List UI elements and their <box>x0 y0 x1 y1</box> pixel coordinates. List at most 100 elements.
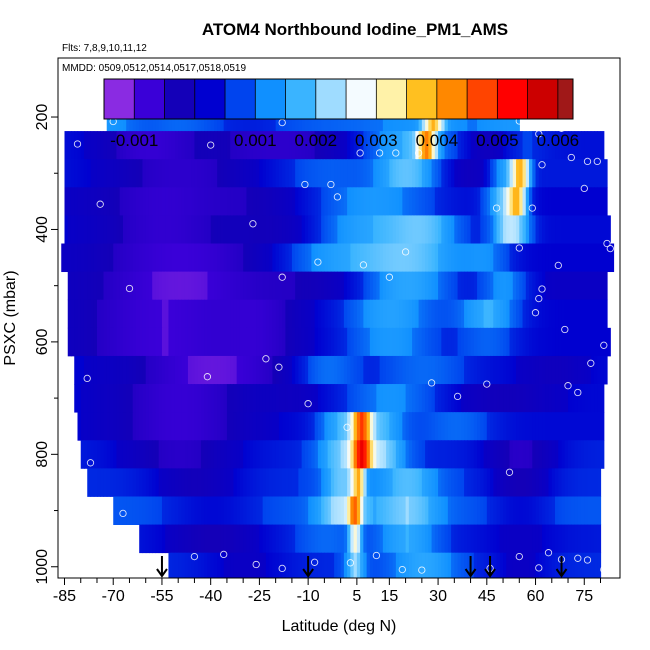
heatmap-cell <box>356 327 361 357</box>
heatmap-cell <box>168 496 173 525</box>
heatmap-cell <box>285 187 290 216</box>
heatmap-cell <box>594 384 598 413</box>
heatmap-cell <box>587 243 592 273</box>
heatmap-cell <box>187 412 192 441</box>
heatmap-cell <box>311 299 316 329</box>
heatmap-cell <box>148 355 153 385</box>
heatmap-cell <box>298 243 303 273</box>
heatmap-cell <box>142 187 147 216</box>
heatmap-cell <box>594 299 598 329</box>
heatmap-cell <box>152 299 157 329</box>
heatmap-cell <box>282 187 286 216</box>
heatmap-cell <box>340 215 345 244</box>
heatmap-cell <box>272 159 277 188</box>
heatmap-cell <box>249 384 254 413</box>
heatmap-cell <box>308 412 312 441</box>
heatmap-cell <box>321 299 325 329</box>
heatmap-cell <box>509 271 514 301</box>
heatmap-cell <box>100 468 105 497</box>
heatmap-cell <box>503 215 507 244</box>
heatmap-cell <box>191 271 196 301</box>
heatmap-cell <box>330 440 335 469</box>
heatmap-cell <box>217 524 222 554</box>
heatmap-cell <box>200 524 205 554</box>
heatmap-cell <box>451 215 455 244</box>
heatmap-cell <box>490 384 494 413</box>
heatmap-cell <box>477 243 481 273</box>
heatmap-cell <box>220 355 225 385</box>
heatmap-cell <box>538 524 543 554</box>
heatmap-cell <box>171 299 176 329</box>
heatmap-cell <box>122 243 127 273</box>
heatmap-cell <box>314 327 319 357</box>
heatmap-cell <box>158 496 163 525</box>
track-point <box>505 468 514 476</box>
flights-note: Flts: 7,8,9,10,11,12 <box>62 43 147 54</box>
heatmap-cell <box>444 496 449 525</box>
heatmap-cell <box>298 384 303 413</box>
heatmap-cell <box>103 468 108 497</box>
heatmap-cell <box>480 131 485 160</box>
heatmap-cell <box>103 384 108 413</box>
heatmap-cell <box>87 384 92 413</box>
heatmap-cell <box>139 468 144 497</box>
heatmap-cell <box>116 468 121 497</box>
heatmap-cell <box>223 552 228 578</box>
heatmap-cell <box>477 299 481 329</box>
heatmap-cell <box>204 327 209 357</box>
heatmap-cell <box>464 327 468 357</box>
heatmap-cell <box>148 159 153 188</box>
heatmap-cell <box>480 271 485 301</box>
y-tick-label: 600 <box>34 328 51 355</box>
heatmap-cell <box>438 187 442 216</box>
heatmap-cell <box>399 440 403 469</box>
heatmap-cell <box>392 299 397 329</box>
heatmap-cell <box>451 552 455 578</box>
heatmap-cell <box>272 468 277 497</box>
heatmap-cell <box>483 496 488 525</box>
heatmap-cell <box>236 384 241 413</box>
heatmap-cell <box>340 327 345 357</box>
heatmap-cell <box>512 468 517 497</box>
heatmap-cell <box>210 159 215 188</box>
heatmap-cell <box>538 299 543 329</box>
heatmap-cell <box>412 187 416 216</box>
heatmap-cell <box>389 468 394 497</box>
heatmap-cell <box>340 412 345 441</box>
heatmap-cell <box>327 440 332 469</box>
heatmap-cell <box>441 131 446 160</box>
heatmap-cell <box>457 243 462 273</box>
heatmap-cell <box>408 496 413 525</box>
heatmap-cell <box>360 215 364 244</box>
heatmap-cell <box>600 271 605 301</box>
heatmap-cell <box>161 271 166 301</box>
heatmap-cell <box>350 468 355 497</box>
heatmap-cell <box>184 412 189 441</box>
heatmap-cell <box>142 327 147 357</box>
heatmap-cell <box>116 355 121 385</box>
heatmap-cell <box>233 187 238 216</box>
heatmap-cell <box>246 355 251 385</box>
heatmap-cell <box>269 355 274 385</box>
heatmap-cell <box>288 468 293 497</box>
heatmap-cell <box>512 496 517 525</box>
heatmap-cell <box>555 496 559 525</box>
heatmap-cell <box>64 187 69 216</box>
heatmap-cell <box>145 384 150 413</box>
heatmap-cell <box>512 271 517 301</box>
heatmap-cell <box>77 299 82 329</box>
heatmap-cell <box>288 159 293 188</box>
heatmap-cell <box>532 215 537 244</box>
heatmap-cell <box>477 384 481 413</box>
heatmap-cell <box>522 243 527 273</box>
heatmap-cell <box>548 215 553 244</box>
heatmap-cell <box>516 384 520 413</box>
heatmap-cell <box>74 271 79 301</box>
heatmap-cell <box>321 412 325 441</box>
heatmap-cell <box>148 271 153 301</box>
heatmap-cell <box>122 299 127 329</box>
heatmap-cell <box>509 440 514 469</box>
heatmap-cell <box>311 327 316 357</box>
heatmap-cell <box>376 412 381 441</box>
heatmap-cell <box>226 299 231 329</box>
